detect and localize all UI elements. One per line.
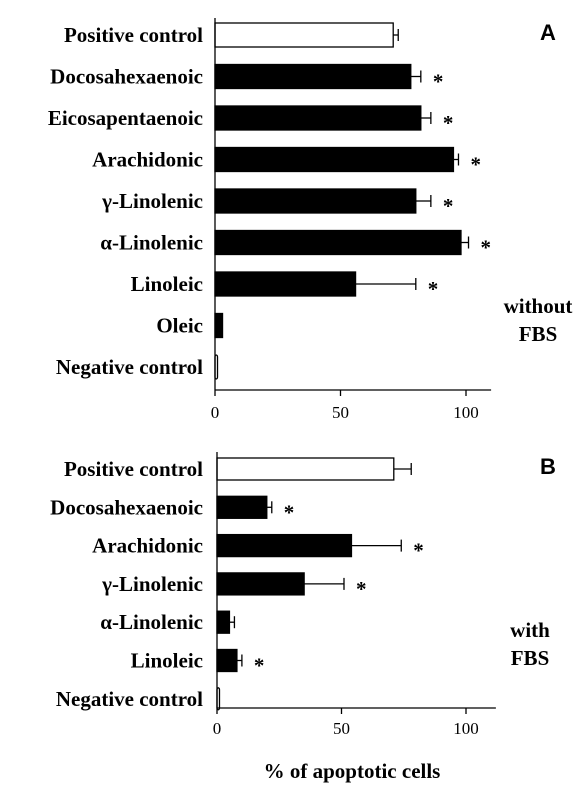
category-label: Negative control xyxy=(56,687,203,711)
bar xyxy=(216,495,268,519)
panel-label: A xyxy=(540,20,556,45)
x-tick-label: 0 xyxy=(213,719,222,738)
category-label: Oleic xyxy=(156,314,203,338)
significance-marker: * xyxy=(433,70,444,94)
x-tick-label: 50 xyxy=(332,403,349,422)
bar xyxy=(214,22,394,48)
condition-label: without xyxy=(504,294,573,318)
category-label: Negative control xyxy=(56,355,203,379)
panel-b-chart: Positive control Docosahexaenoic * Arachido… xyxy=(50,452,556,738)
category-label: Eicosapentaenoic xyxy=(48,106,203,130)
significance-marker: * xyxy=(428,277,439,301)
category-label: Docosahexaenoic xyxy=(50,495,203,519)
category-label: Arachidonic xyxy=(92,534,203,558)
panel-a-chart: Positive control Docosahexaenoic * Eicosape… xyxy=(48,18,573,422)
bar xyxy=(214,271,357,297)
category-label: Positive control xyxy=(64,457,203,481)
bar xyxy=(216,648,238,673)
significance-marker: * xyxy=(443,111,454,135)
bar xyxy=(214,229,462,256)
bar xyxy=(214,63,412,90)
x-axis-label: % of apoptotic cells xyxy=(264,759,441,783)
condition-label: with xyxy=(510,618,550,642)
x-tick-label: 100 xyxy=(453,403,479,422)
category-label: Arachidonic xyxy=(92,148,203,172)
category-label: γ-Linolenic xyxy=(101,189,203,213)
category-label: Linoleic xyxy=(131,272,203,296)
significance-marker: * xyxy=(481,236,492,260)
x-tick-label: 50 xyxy=(333,719,350,738)
bar xyxy=(216,572,305,596)
bar xyxy=(214,188,417,214)
significance-marker: * xyxy=(470,153,481,177)
category-label: Docosahexaenoic xyxy=(50,65,203,89)
condition-label: FBS xyxy=(511,646,550,670)
category-label: γ-Linolenic xyxy=(101,572,203,596)
x-tick-label: 100 xyxy=(453,719,479,738)
bar xyxy=(216,533,353,558)
bar xyxy=(214,312,224,339)
x-tick-label: 0 xyxy=(211,403,220,422)
condition-label: FBS xyxy=(519,322,558,346)
significance-marker: * xyxy=(254,654,265,678)
category-label: Linoleic xyxy=(131,649,203,673)
category-label: α-Linolenic xyxy=(100,231,203,255)
bar xyxy=(216,610,231,634)
bar xyxy=(214,105,422,131)
significance-marker: * xyxy=(413,539,424,563)
category-label: Positive control xyxy=(64,23,203,47)
significance-marker: * xyxy=(356,577,367,601)
category-label: α-Linolenic xyxy=(100,610,203,634)
significance-marker: * xyxy=(443,194,454,218)
bar xyxy=(216,457,395,481)
significance-marker: * xyxy=(284,500,295,524)
panel-label: B xyxy=(540,454,556,479)
bar xyxy=(214,146,455,173)
